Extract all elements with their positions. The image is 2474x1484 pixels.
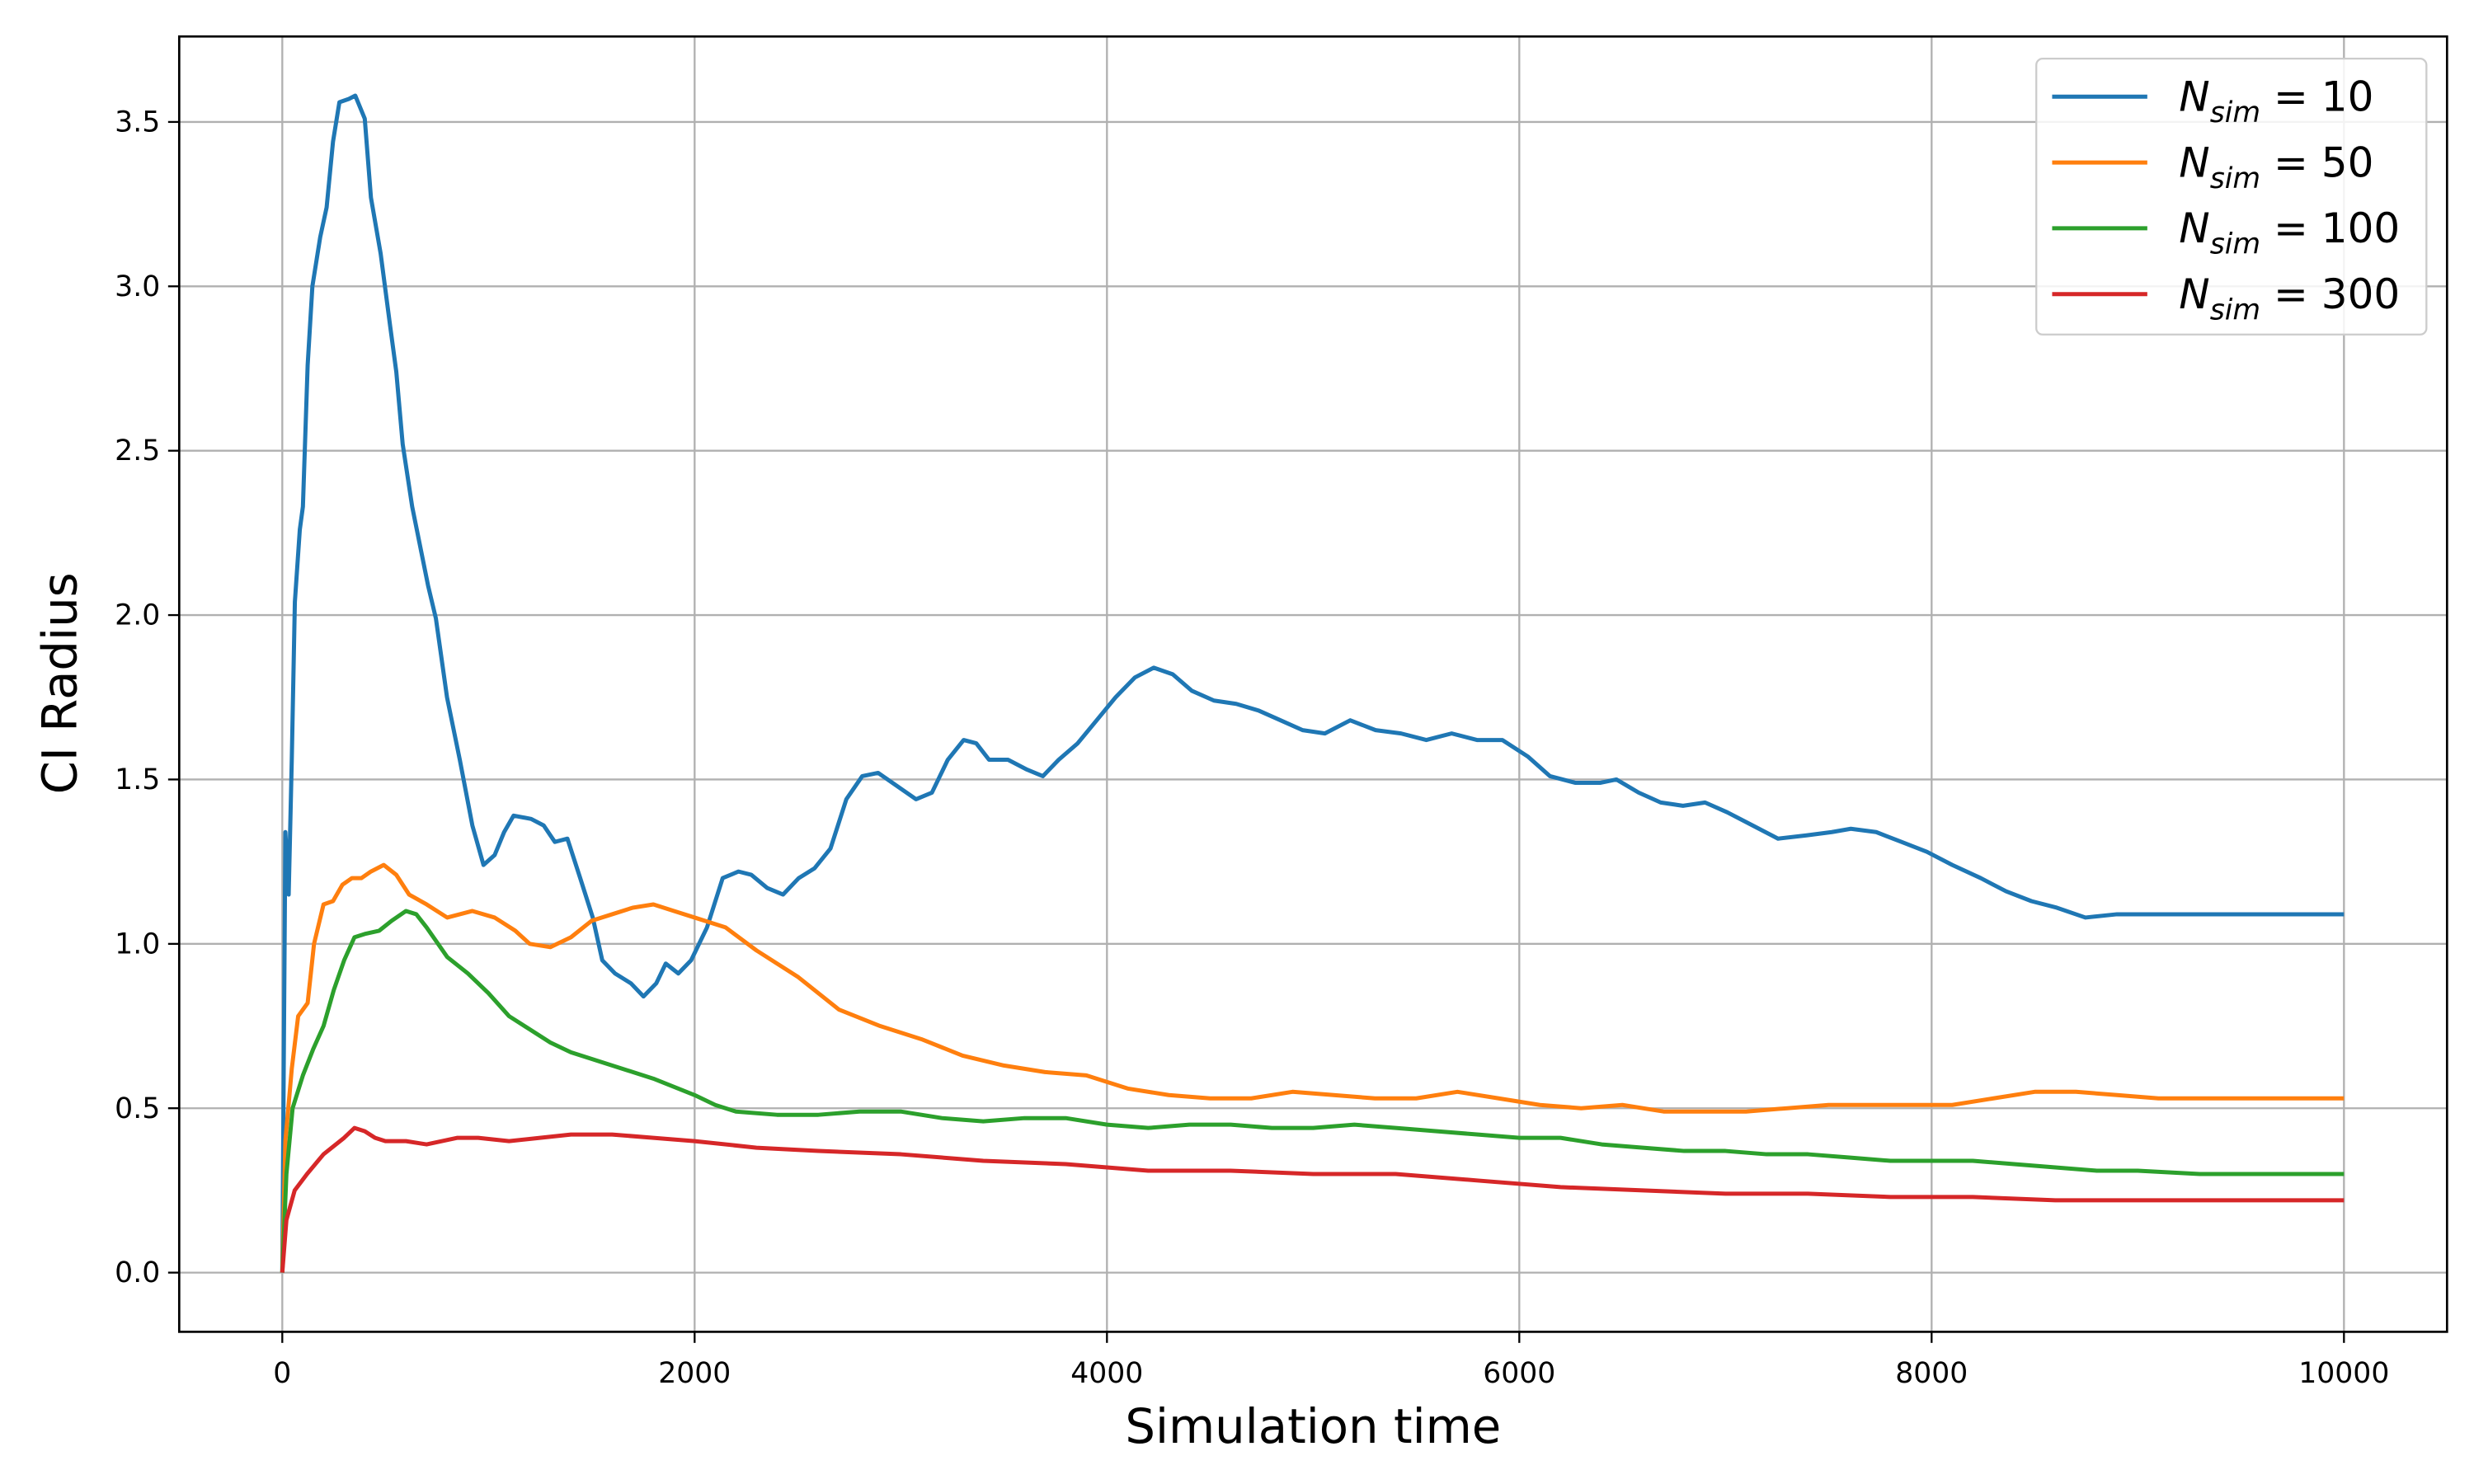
x-axis-label: Simulation time (1125, 1398, 1501, 1454)
x-tick-label: 8000 (1895, 1357, 1968, 1390)
line-series (280, 862, 2345, 1273)
x-tick-label: 4000 (1070, 1357, 1143, 1390)
y-tick-label: 3.5 (115, 106, 160, 139)
y-axis-label: CI Radius (31, 572, 87, 794)
legend-box (2035, 58, 2428, 336)
line-series (280, 1125, 2345, 1273)
legend-label: Nsim = 10 (2179, 73, 2373, 129)
x-tick-label: 6000 (1483, 1357, 1555, 1390)
legend-label: Nsim = 100 (2179, 204, 2400, 261)
legend-label: Nsim = 50 (2179, 139, 2373, 195)
y-tick-label: 2.0 (115, 599, 160, 632)
y-tick-label: 1.5 (115, 763, 160, 796)
legend-label: Nsim = 300 (2179, 270, 2400, 326)
x-tick-label: 2000 (658, 1357, 731, 1390)
line-series (280, 909, 2345, 1273)
y-tick-label: 3.0 (115, 270, 160, 303)
x-tick-label: 10000 (2298, 1357, 2389, 1390)
y-tick-label: 0.0 (115, 1256, 160, 1289)
y-tick-label: 1.0 (115, 928, 160, 960)
y-tick-label: 0.5 (115, 1092, 160, 1125)
y-tick-label: 2.5 (115, 434, 160, 467)
x-tick-label: 0 (273, 1357, 291, 1390)
plot-frame (177, 35, 2448, 1333)
line-series (280, 93, 2345, 1273)
